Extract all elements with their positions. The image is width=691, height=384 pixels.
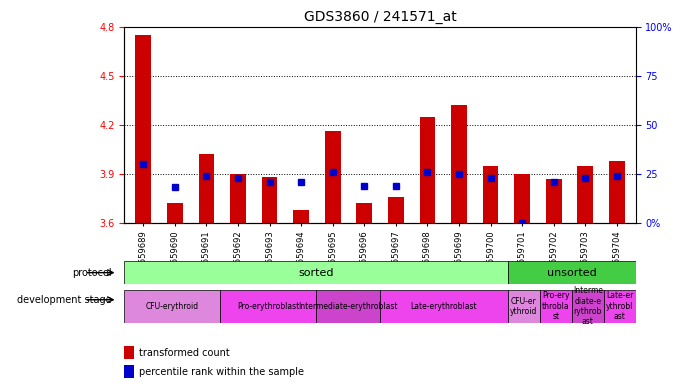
Text: development stage: development stage (17, 295, 111, 305)
Bar (325, 131, 341, 223)
Bar (220, 290, 316, 323)
Text: CFU-er
ythroid: CFU-er ythroid (510, 296, 538, 316)
Bar (124, 346, 134, 359)
Text: Late-erythroblast: Late-erythroblast (410, 302, 477, 311)
Bar (546, 179, 562, 223)
Bar (482, 166, 498, 223)
Text: Pro-ery
throbla
st: Pro-ery throbla st (542, 291, 569, 321)
Bar (609, 161, 625, 223)
Text: Interme
diate-e
rythrob
ast: Interme diate-e rythrob ast (573, 286, 603, 326)
Bar (388, 197, 404, 223)
Bar (293, 210, 309, 223)
Bar (135, 35, 151, 223)
Text: Intermediate-erythroblast: Intermediate-erythroblast (299, 302, 398, 311)
Bar (419, 117, 435, 223)
Bar (124, 261, 508, 284)
Bar (514, 174, 530, 223)
Text: protocol: protocol (72, 268, 111, 278)
Bar (198, 154, 214, 223)
Text: unsorted: unsorted (547, 268, 596, 278)
Text: sorted: sorted (299, 268, 334, 278)
Bar (124, 290, 220, 323)
Text: percentile rank within the sample: percentile rank within the sample (139, 367, 304, 377)
Bar (167, 203, 183, 223)
Bar (577, 166, 593, 223)
Bar (604, 290, 636, 323)
Text: CFU-erythroid: CFU-erythroid (146, 302, 199, 311)
Title: GDS3860 / 241571_at: GDS3860 / 241571_at (303, 10, 457, 25)
Text: Pro-erythroblast: Pro-erythroblast (237, 302, 299, 311)
Bar (357, 203, 372, 223)
Bar (124, 365, 134, 378)
Text: transformed count: transformed count (139, 348, 229, 358)
Bar (380, 290, 508, 323)
Bar (540, 290, 571, 323)
Bar (508, 290, 540, 323)
Text: Late-er
ythrobl
ast: Late-er ythrobl ast (606, 291, 634, 321)
Bar (316, 290, 380, 323)
Bar (230, 174, 246, 223)
Bar (571, 290, 604, 323)
Bar (508, 261, 636, 284)
Bar (451, 105, 467, 223)
Bar (262, 177, 278, 223)
